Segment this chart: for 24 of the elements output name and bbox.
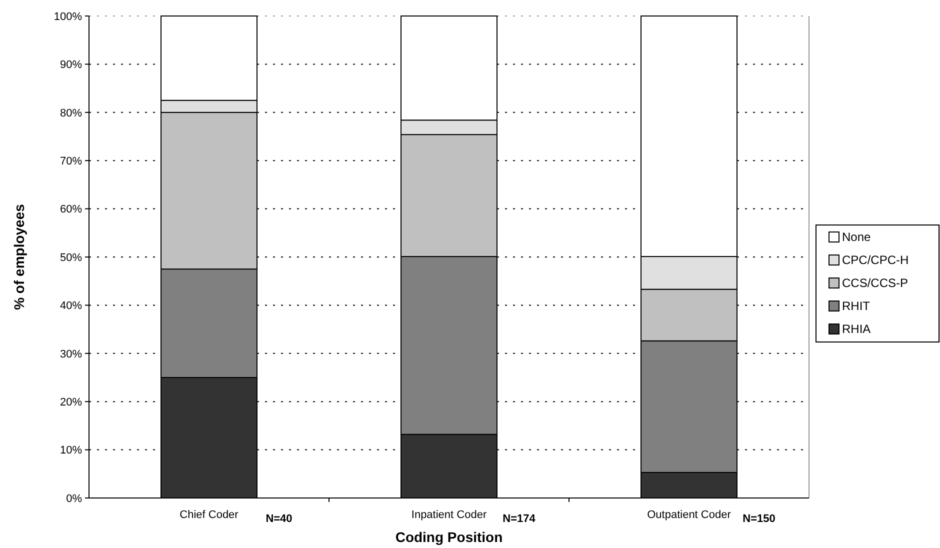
legend-label: CPC/CPC-H <box>842 253 909 268</box>
text: N=150 <box>742 513 776 525</box>
y-tick-label: 60% <box>60 204 82 216</box>
y-tick-label: 30% <box>60 348 82 360</box>
y-tick-label: 80% <box>60 107 82 120</box>
legend-label: CCS/CCS-P <box>842 276 908 290</box>
legend-label: RHIT <box>842 299 871 314</box>
y-tick-label: 50% <box>60 252 82 264</box>
legend-label: RHIA <box>842 322 871 336</box>
y-tick-label: 0% <box>66 492 82 505</box>
text: N=40 <box>266 513 292 525</box>
y-tick-label: 100% <box>54 10 82 23</box>
x-tick-label: Outpatient Coder <box>647 509 732 521</box>
y-axis-title: % of employees <box>11 204 27 310</box>
x-tick-label: Chief Coder <box>180 509 239 521</box>
text: N=174 <box>502 513 536 525</box>
y-tick-label: 70% <box>60 155 82 168</box>
x-tick-label: Inpatient Coder <box>411 509 487 521</box>
y-tick-label: 40% <box>60 300 82 312</box>
x-axis-title: Coding Position <box>395 529 503 545</box>
legend-label: None <box>842 230 872 244</box>
y-tick-label: 90% <box>60 59 82 72</box>
y-tick-label: 20% <box>60 396 82 408</box>
y-tick-label: 10% <box>60 444 82 457</box>
